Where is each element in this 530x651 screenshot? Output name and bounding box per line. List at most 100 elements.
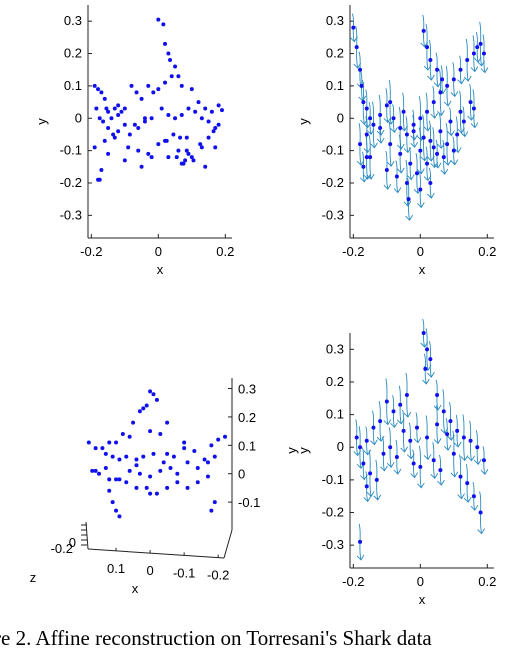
data-point xyxy=(174,155,179,160)
arrow-head xyxy=(433,81,442,88)
chart-top-left xyxy=(87,5,232,239)
data-point xyxy=(205,460,210,465)
arrow-head xyxy=(417,202,425,209)
data-point xyxy=(358,67,363,72)
data-point xyxy=(103,451,108,456)
data-point xyxy=(161,460,166,465)
data-point xyxy=(114,508,119,513)
data-point xyxy=(168,58,173,63)
data-point xyxy=(445,83,450,88)
data-point xyxy=(116,103,121,108)
data-point xyxy=(148,491,153,496)
data-point xyxy=(378,113,383,118)
data-point xyxy=(107,440,112,445)
arrow-head xyxy=(370,142,378,149)
data-point xyxy=(481,51,486,56)
data-point xyxy=(106,151,111,156)
data-point xyxy=(173,64,178,69)
data-point xyxy=(196,100,201,105)
data-point xyxy=(209,508,214,513)
data-point xyxy=(451,77,456,82)
left-tick-label: 0 xyxy=(69,535,76,550)
x-tick-label: -0.2 xyxy=(342,574,364,589)
data-point xyxy=(384,103,389,108)
arrow-head xyxy=(417,482,425,489)
data-point xyxy=(94,106,99,111)
data-point xyxy=(358,539,363,544)
data-point xyxy=(161,22,166,27)
data-point xyxy=(183,158,188,163)
data-point xyxy=(445,142,450,147)
arrow-head xyxy=(356,554,365,561)
data-point xyxy=(136,125,141,130)
arrow-head xyxy=(457,78,465,85)
data-point xyxy=(425,109,430,114)
data-point xyxy=(92,83,97,88)
data-point xyxy=(438,468,443,473)
data-point xyxy=(425,45,430,50)
data-point xyxy=(465,481,470,486)
data-point xyxy=(216,103,221,108)
data-point xyxy=(404,132,409,137)
data-point xyxy=(461,435,466,440)
data-point xyxy=(398,125,403,130)
data-point xyxy=(165,451,170,456)
data-point xyxy=(137,471,142,476)
arrow-head xyxy=(366,491,375,498)
arrow-head xyxy=(450,91,459,98)
arrow-head xyxy=(420,155,429,162)
data-point xyxy=(146,83,151,88)
arrow-head xyxy=(440,168,449,175)
arrow-head xyxy=(376,137,385,144)
arrow-head xyxy=(427,74,435,81)
data-point xyxy=(428,180,433,185)
data-point xyxy=(428,138,433,143)
arrow-head xyxy=(390,127,398,133)
x-axis-label: x xyxy=(132,581,139,596)
data-point xyxy=(165,485,170,490)
data-point xyxy=(398,402,403,407)
arrow-head xyxy=(380,465,388,472)
data-point xyxy=(411,122,416,127)
data-point xyxy=(408,438,413,443)
data-point xyxy=(438,129,443,134)
data-point xyxy=(109,116,114,121)
data-point xyxy=(184,135,189,140)
data-point xyxy=(154,491,159,496)
data-point xyxy=(455,428,460,433)
arrow-head xyxy=(433,404,442,411)
data-point xyxy=(134,90,139,95)
data-point xyxy=(97,471,102,476)
y-tick-label: 0.3 xyxy=(326,341,344,356)
data-point xyxy=(149,155,154,160)
data-point xyxy=(158,431,163,436)
arrow-head xyxy=(422,378,430,385)
data-point xyxy=(213,145,218,150)
data-point xyxy=(124,454,129,459)
data-point xyxy=(358,142,363,147)
data-point xyxy=(90,468,95,473)
data-point xyxy=(451,451,456,456)
data-point xyxy=(435,422,440,427)
data-point xyxy=(203,164,208,169)
arrow-head xyxy=(410,134,419,141)
x-tick-label: 0.1 xyxy=(107,561,125,576)
data-point xyxy=(398,151,403,156)
data-point xyxy=(219,108,224,113)
data-point xyxy=(404,180,409,185)
data-point xyxy=(461,119,466,124)
data-point xyxy=(368,116,373,121)
data-point xyxy=(404,393,409,398)
arrow-head xyxy=(396,143,405,150)
y-axis-label-secondary: y xyxy=(284,447,299,454)
y-axis-label: y xyxy=(34,118,49,125)
arrow-head xyxy=(386,160,395,167)
arrow-head xyxy=(420,341,429,348)
data-point xyxy=(212,500,217,505)
arrow-head xyxy=(457,493,465,500)
data-point xyxy=(92,145,97,150)
data-point xyxy=(141,406,146,411)
data-point xyxy=(117,457,122,462)
data-point xyxy=(189,87,194,92)
arrow-head xyxy=(480,469,489,476)
